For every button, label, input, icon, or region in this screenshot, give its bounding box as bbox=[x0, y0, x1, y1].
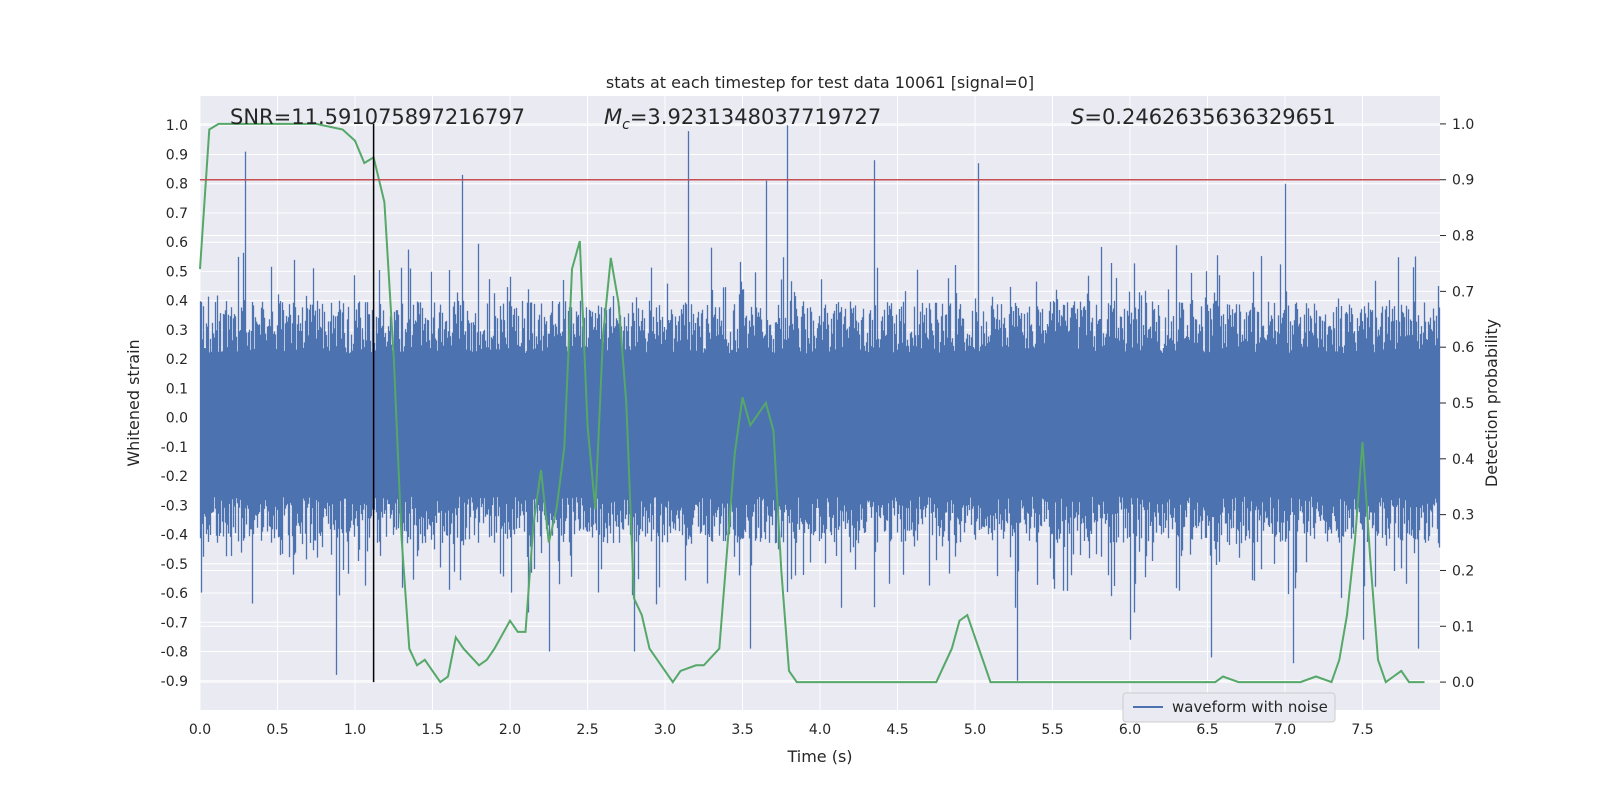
y-left-tick-label: 0.5 bbox=[166, 264, 188, 280]
y-right-axis-ticks: 1.0 0.9 0.8 0.7 0.6 0.5 0.4 0.3 0.2 0.1 0.0 bbox=[1440, 117, 1474, 691]
y-left-tick-label: -0.1 bbox=[161, 440, 188, 456]
y-left-tick-label: 1.0 bbox=[166, 118, 188, 134]
y-right-tick-label: 0.5 bbox=[1452, 396, 1474, 412]
x-tick-label: 6.5 bbox=[1196, 722, 1218, 738]
y-right-tick-label: 0.8 bbox=[1452, 229, 1474, 245]
legend: waveform with noise bbox=[1122, 692, 1336, 723]
chirp-mass-subscript: c bbox=[622, 117, 630, 133]
y-right-tick-label: 0.7 bbox=[1452, 284, 1474, 300]
y-left-tick-label: -0.5 bbox=[161, 557, 188, 573]
x-tick-label: 2.0 bbox=[499, 722, 521, 738]
x-tick-label: 7.5 bbox=[1351, 722, 1373, 738]
y-left-tick-label: 0.0 bbox=[166, 411, 188, 427]
y-left-tick-label: -0.2 bbox=[161, 469, 188, 485]
x-tick-label: 7.0 bbox=[1274, 722, 1296, 738]
y-right-tick-label: 0.6 bbox=[1452, 340, 1474, 356]
y-left-axis-label: Whitened strain bbox=[124, 339, 143, 466]
s-symbol: S bbox=[1071, 105, 1084, 129]
y-right-tick-label: 0.3 bbox=[1452, 508, 1474, 524]
threshold-and-marker bbox=[200, 123, 1440, 683]
y-right-tick-label: 0.1 bbox=[1452, 619, 1474, 635]
chirp-mass-value: =3.9231348037719727 bbox=[630, 105, 881, 129]
x-tick-label: 6.0 bbox=[1119, 722, 1141, 738]
chirp-mass-annotation: Mc=3.9231348037719727 bbox=[604, 105, 881, 133]
probability-line bbox=[199, 122, 1425, 684]
y-left-tick-label: 0.4 bbox=[166, 294, 188, 310]
waveform-series bbox=[199, 125, 1441, 681]
y-left-tick-label: -0.3 bbox=[161, 498, 188, 514]
x-tick-label: 4.0 bbox=[809, 722, 831, 738]
x-tick-label: 3.0 bbox=[654, 722, 676, 738]
x-tick-label: 3.5 bbox=[731, 722, 753, 738]
s-value: =0.2462635636329651 bbox=[1084, 105, 1335, 129]
y-right-axis-label: Detection probability bbox=[1482, 319, 1501, 487]
y-left-tick-label: -0.9 bbox=[161, 674, 188, 690]
y-left-axis-ticks: 1.0 0.9 0.8 0.7 0.6 0.5 0.4 0.3 0.2 0.1 0.0 -0.1 -0.… bbox=[161, 118, 188, 690]
y-left-tick-label: 0.1 bbox=[166, 381, 188, 397]
y-left-tick-label: 0.3 bbox=[166, 323, 188, 339]
x-tick-label: 5.5 bbox=[1041, 722, 1063, 738]
x-axis-ticks: 0.0 0.5 1.0 1.5 2.0 2.5 3.0 3.5 4.0 4.5 5.0 5.5 6.0 6… bbox=[189, 722, 1374, 738]
x-tick-label: 2.5 bbox=[576, 722, 598, 738]
y-left-tick-label: 0.8 bbox=[166, 177, 188, 193]
waveform-trace bbox=[199, 125, 1441, 681]
y-left-tick-label: 0.9 bbox=[166, 147, 188, 163]
y-left-tick-label: -0.4 bbox=[161, 528, 188, 544]
x-tick-label: 1.0 bbox=[344, 722, 366, 738]
snr-annotation: SNR=11.591075897216797 bbox=[230, 105, 525, 129]
x-axis-label: Time (s) bbox=[786, 747, 852, 766]
y-left-tick-label: 0.6 bbox=[166, 235, 188, 251]
y-right-tick-label: 1.0 bbox=[1452, 117, 1474, 133]
x-tick-label: 0.5 bbox=[266, 722, 288, 738]
legend-box bbox=[1122, 692, 1336, 723]
y-left-tick-label: -0.7 bbox=[161, 615, 188, 631]
x-tick-label: 5.0 bbox=[964, 722, 986, 738]
y-right-tick-label: 0.0 bbox=[1452, 675, 1474, 691]
chart-title: stats at each timestep for test data 100… bbox=[606, 73, 1034, 92]
y-right-tick-label: 0.9 bbox=[1452, 173, 1474, 189]
probability-series bbox=[199, 122, 1425, 684]
x-tick-label: 4.5 bbox=[886, 722, 908, 738]
y-left-tick-label: -0.6 bbox=[161, 586, 188, 602]
y-left-tick-label: 0.2 bbox=[166, 352, 188, 368]
s-annotation: S=0.2462635636329651 bbox=[1071, 105, 1336, 129]
y-right-tick-label: 0.2 bbox=[1452, 563, 1474, 579]
y-left-tick-label: 0.7 bbox=[166, 206, 188, 222]
y-right-tick-label: 0.4 bbox=[1452, 452, 1474, 468]
x-tick-label: 0.0 bbox=[189, 722, 211, 738]
y-left-tick-label: -0.8 bbox=[161, 645, 188, 661]
x-tick-label: 1.5 bbox=[421, 722, 443, 738]
legend-label-waveform: waveform with noise bbox=[1172, 698, 1328, 716]
chirp-mass-symbol: M bbox=[604, 105, 622, 129]
